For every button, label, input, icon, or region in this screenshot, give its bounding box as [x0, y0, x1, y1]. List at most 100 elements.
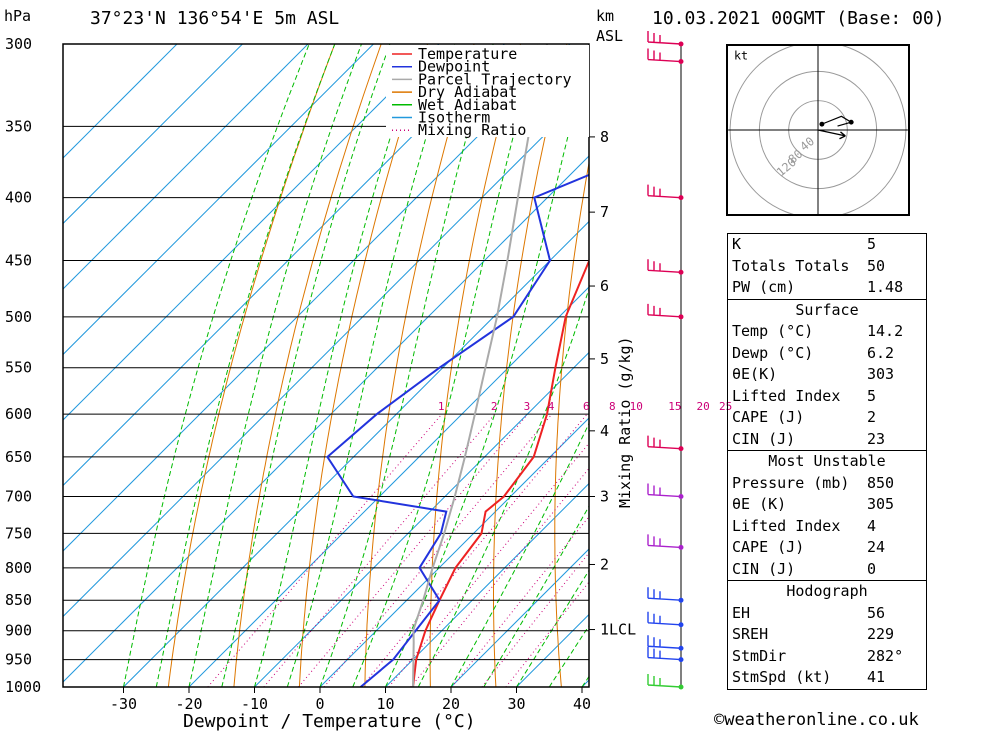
pressure-tick-label: 700 [5, 488, 32, 506]
parcel-trajectory-line [412, 44, 549, 687]
x-tick-label: 40 [573, 695, 591, 713]
pressure-tick-label: 750 [5, 524, 32, 542]
mixing-ratio-line [410, 467, 589, 687]
mixing-ratio-axis-title: Mixing Ratio (g/kg) [616, 336, 634, 508]
wet-adiabat-line [221, 44, 391, 687]
index-label: CAPE (J) [732, 538, 805, 556]
pressure-tick-label: 850 [5, 591, 32, 609]
index-value: 23 [867, 429, 886, 448]
wet-adiabat-line [483, 505, 589, 687]
isotherm-line [123, 220, 589, 687]
index-value: 41 [867, 668, 886, 686]
credit-link[interactable]: ©weatheronline.co.uk [714, 710, 919, 730]
pressure-tick-label: 450 [5, 252, 32, 270]
index-label: K [732, 235, 742, 253]
pressure-tick-label: 650 [5, 448, 32, 466]
isotherm-line [63, 44, 309, 290]
mixing-ratio-label: 8 [609, 400, 616, 413]
index-value: 4 [867, 516, 877, 535]
x-tick-label: 10 [376, 695, 394, 713]
mixing-ratio-label: 20 [697, 400, 710, 413]
height-tick-label: 7 [600, 203, 609, 221]
surface-row: CIN (J) 23 [728, 429, 926, 451]
isotherm-line [63, 44, 505, 487]
mixing-ratio-line [298, 413, 529, 687]
pressure-unit-label: hPa [4, 7, 31, 25]
hodo-row: SREH 229 [728, 624, 926, 646]
pressure-tick-label: 350 [5, 117, 32, 135]
wind-barb [647, 646, 682, 661]
hodograph-point [848, 119, 854, 125]
pressure-tick-label: 500 [5, 308, 32, 326]
most-unstable-header: Most Unstable [768, 452, 886, 470]
wet-adiabat-line [254, 44, 422, 687]
wind-barb [647, 483, 682, 498]
dry-adiabat-line [233, 44, 382, 687]
legend-entry: Isotherm [418, 109, 490, 127]
pressure-tick-label: 1000 [5, 678, 41, 696]
wet-adiabat-line [286, 44, 456, 687]
mixing-ratio-label: 6 [583, 400, 590, 413]
legend-entry: Wet Adiabat [418, 96, 517, 114]
dry-adiabat-line [984, 44, 1000, 687]
mu-row: CIN (J) 0 [728, 559, 926, 581]
hodograph-stats-header: Hodograph [786, 582, 868, 600]
index-label: SREH [732, 625, 769, 643]
index-label: StmSpd (kt) [732, 668, 832, 686]
height-unit-label-asl: ASL [596, 27, 623, 45]
wind-barb [647, 587, 682, 601]
mixing-ratio-label: 15 [668, 400, 681, 413]
isotherm-line [63, 44, 374, 356]
index-value: 303 [867, 365, 895, 383]
legend-entry: Parcel Trajectory [418, 70, 572, 88]
index-label: Lifted Index [732, 386, 841, 405]
index-value: 1.48 [867, 278, 904, 296]
wet-adiabat-line [188, 44, 362, 687]
temperature-line [412, 256, 589, 687]
x-tick-label: 20 [442, 695, 460, 713]
index-value: 850 [867, 473, 895, 492]
pressure-tick-label: 950 [5, 651, 32, 669]
hodo-row: EH 56 [728, 603, 926, 625]
legend-entry: Dewpoint [418, 58, 490, 76]
mixing-ratio-line [451, 515, 589, 687]
index-label: CIN (J) [732, 559, 796, 578]
legend-entry: Dry Adiabat [418, 83, 517, 101]
mixing-ratio-line [361, 413, 588, 687]
isotherm-line [254, 351, 589, 687]
wind-barb [647, 259, 682, 273]
mixing-ratio-label: 1 [438, 400, 445, 413]
wind-barb [647, 303, 682, 318]
x-tick-label: 30 [507, 695, 525, 713]
index-value: 0 [867, 559, 877, 578]
wet-adiabat-line [123, 44, 310, 687]
index-label: PW (cm) [732, 278, 796, 296]
pressure-tick-label: 600 [5, 405, 32, 423]
x-axis-title: Dewpoint / Temperature (°C) [183, 711, 476, 732]
index-value: 282° [867, 646, 904, 665]
hodo-row: StmDir 282° [728, 646, 926, 668]
hodograph-ring-label: 80 [786, 147, 806, 167]
height-tick-label: 4 [600, 422, 609, 440]
dry-adiabat-line [364, 44, 475, 687]
height-tick-label: 2 [600, 555, 609, 573]
surface-row: Lifted Index 5 [728, 386, 926, 408]
wet-adiabat-line [450, 422, 589, 687]
mixing-ratio-label: 10 [630, 400, 643, 413]
storm-motion-arrow [817, 129, 846, 140]
mixing-ratio-label: 3 [524, 400, 531, 413]
wind-barb [647, 635, 682, 649]
index-label: Pressure (mb) [732, 473, 850, 492]
height-tick-label: 3 [600, 488, 609, 506]
mixing-ratio-line [505, 581, 589, 687]
location-title: 37°23'N 136°54'E 5m ASL [90, 8, 340, 29]
x-tick-label: -20 [175, 695, 202, 713]
isotherm-line [63, 89, 589, 618]
mu-row: θE (K) 305 [728, 494, 926, 516]
hodograph-stats-box: Hodograph EH 56 SREH 229 StmDir 282° StmSpd… [727, 581, 927, 690]
wind-barb [647, 48, 682, 63]
